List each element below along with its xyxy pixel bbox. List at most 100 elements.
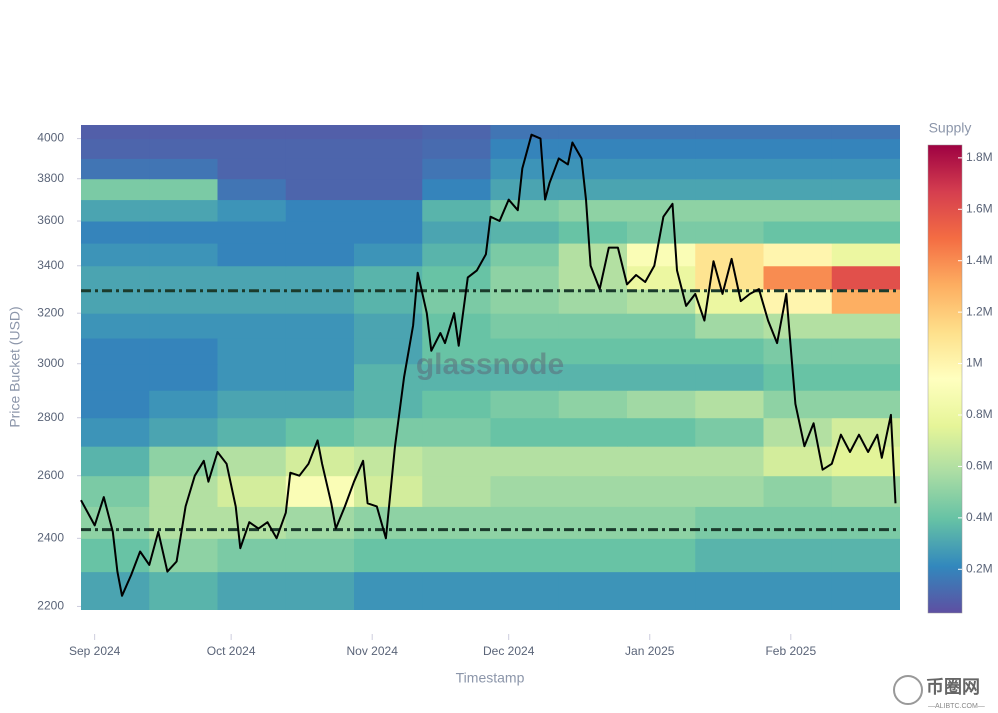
heatmap-cell: [627, 417, 696, 447]
heatmap-cell: [422, 158, 491, 180]
heatmap-cell: [695, 138, 764, 159]
heatmap-cell: [285, 243, 355, 267]
heatmap-cell: [558, 289, 628, 314]
heatmap-cell: [149, 475, 218, 507]
heatmap-cell: [558, 265, 628, 290]
heatmap-cell: [217, 538, 287, 573]
heatmap-cell: [695, 475, 764, 507]
heatmap-cell: [149, 199, 218, 222]
heatmap-cell: [149, 313, 218, 339]
heatmap-cell: [558, 199, 628, 222]
heatmap-cell: [695, 221, 764, 244]
heatmap-cell: [81, 338, 150, 365]
heatmap-cell: [422, 265, 491, 290]
heatmap-cell: [627, 475, 696, 507]
heatmap-cell: [217, 158, 287, 180]
heatmap-cell: [81, 475, 150, 507]
heatmap-cell: [627, 265, 696, 290]
heatmap-cell: [558, 338, 628, 365]
heatmap-cell: [422, 243, 491, 267]
heatmap-cell: [763, 221, 833, 244]
heatmap-cell: [149, 158, 218, 180]
heatmap-cell: [422, 390, 491, 419]
heatmap-cell: [354, 265, 423, 290]
price-line: [80, 133, 897, 597]
x-tick-label: Sep 2024: [69, 644, 121, 658]
heatmap-cell: [81, 158, 150, 180]
heatmap-cell: [81, 363, 150, 391]
heatmap-cell: [558, 221, 628, 244]
heatmap-cell: [627, 138, 696, 159]
heatmap-cell: [763, 338, 833, 365]
heatmap-cell: [354, 363, 423, 391]
heatmap-cell: [558, 158, 628, 180]
heatmap-cell: [354, 446, 423, 477]
heatmap-cell: [422, 446, 491, 477]
heatmap-cell: [285, 571, 355, 610]
heatmap-cell: [149, 125, 218, 140]
heatmap-cell: [422, 417, 491, 447]
heatmap-cell: [217, 313, 287, 339]
heatmap-cell: [695, 417, 764, 447]
y-tick-label: 3800: [37, 171, 64, 185]
heatmap-cell: [285, 538, 355, 573]
heatmap-cell: [558, 417, 628, 447]
heatmap-cell: [354, 417, 423, 447]
heatmap-cell: [695, 446, 764, 477]
heatmap-cell: [285, 289, 355, 314]
heatmap-cell: [763, 363, 833, 391]
heatmap-cell: [763, 178, 833, 201]
heatmap-cell: [285, 475, 355, 507]
heatmap-cell: [217, 289, 287, 314]
heatmap-cell: [354, 138, 423, 159]
colorbar-tick-label: 1M: [966, 356, 983, 370]
heatmap-cell: [354, 338, 423, 365]
heatmap-cell: [149, 446, 218, 477]
heatmap-cell: [149, 221, 218, 244]
heatmap-cell: [217, 243, 287, 267]
heatmap-cell: [354, 538, 423, 573]
x-tick-label: Jan 2025: [625, 644, 675, 658]
heatmap-cell: [831, 199, 900, 222]
y-tick-label: 3000: [37, 356, 64, 370]
heatmap-cell: [285, 199, 355, 222]
heatmap-cell: [558, 446, 628, 477]
heatmap-cell: [558, 125, 628, 140]
heatmap-cell: [490, 125, 560, 140]
heatmap-cell: [558, 571, 628, 610]
heatmap-cell: [149, 571, 218, 610]
heatmap-cell: [695, 338, 764, 365]
heatmap-cell: [695, 363, 764, 391]
heatmap-cell: [831, 313, 900, 339]
heatmap-cell: [831, 363, 900, 391]
heatmap-cell: [149, 265, 218, 290]
corner-watermark: 币圈网: [926, 677, 980, 697]
heatmap-cell: [627, 313, 696, 339]
heatmap-cell: [831, 221, 900, 244]
heatmap-cell: [217, 221, 287, 244]
heatmap-cell: [285, 125, 355, 140]
heatmap-cell: [285, 178, 355, 201]
heatmap-cell: [354, 221, 423, 244]
heatmap-cell: [490, 199, 560, 222]
colorbar-tick-label: 1.8M: [966, 150, 993, 164]
heatmap-cell: [627, 363, 696, 391]
heatmap-cell: [831, 390, 900, 419]
heatmap-cell: [763, 158, 833, 180]
heatmap-cell: [217, 265, 287, 290]
heatmap-cell: [81, 417, 150, 447]
heatmap-cell: [763, 506, 833, 539]
heatmap-cell: [831, 506, 900, 539]
heatmap-cell: [217, 390, 287, 419]
colorbar-tick-label: 1.6M: [966, 201, 993, 215]
heatmap-cell: [558, 390, 628, 419]
y-tick-label: 3400: [37, 258, 64, 272]
heatmap-cell: [354, 199, 423, 222]
heatmap-cell: [627, 446, 696, 477]
heatmap-cell: [149, 338, 218, 365]
heatmap-cell: [149, 178, 218, 201]
heatmap-cell: [490, 446, 560, 477]
heatmap-cell: [627, 178, 696, 201]
heatmap-cell: [490, 506, 560, 539]
y-tick-label: 4000: [37, 131, 64, 145]
